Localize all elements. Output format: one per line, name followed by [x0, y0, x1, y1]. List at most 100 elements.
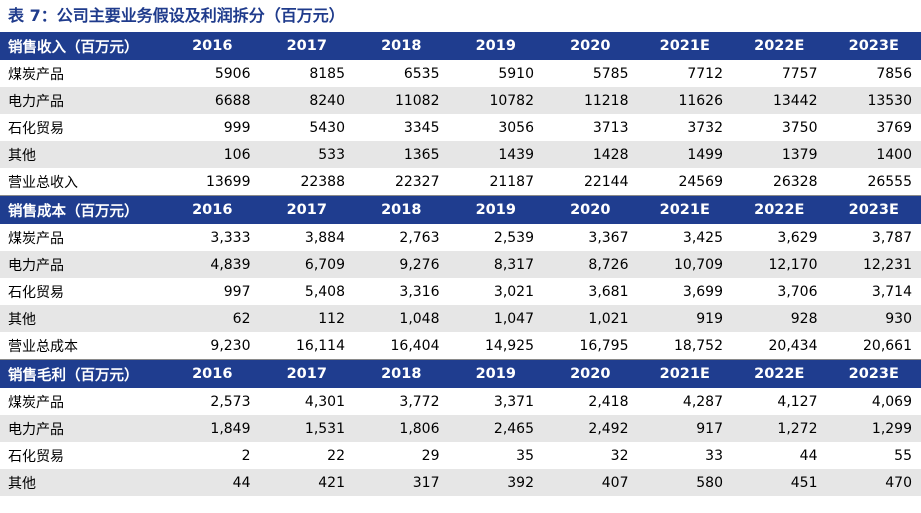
- value-cell: 4,301: [304, 393, 345, 410]
- value-cell: 3769: [876, 119, 912, 136]
- year-header-cell: 2019: [448, 195, 543, 224]
- value-cell: 5906: [214, 65, 251, 82]
- value-cell: 11626: [637, 87, 732, 114]
- value-cell: 2,573: [210, 393, 251, 410]
- year-header-cell: 2017: [259, 32, 354, 60]
- value-cell: 3056: [498, 119, 534, 136]
- value-cell: 1365: [354, 141, 449, 168]
- value-cell: 8240: [259, 87, 354, 114]
- value-cell: 26328: [732, 168, 827, 196]
- value-cell: 18,752: [637, 332, 732, 360]
- value-cell: 5785: [592, 65, 629, 82]
- value-cell: 3,316: [399, 283, 440, 300]
- year-header-cell: 2018: [354, 195, 449, 224]
- value-cell: 9,276: [354, 251, 449, 278]
- value-cell: 5430: [309, 119, 345, 136]
- value-cell: 1,021: [543, 305, 638, 332]
- value-cell: 1,806: [354, 415, 449, 442]
- row-label: 煤炭产品: [8, 230, 64, 247]
- value-cell: 3,699: [682, 283, 723, 300]
- section-header-row: 销售收入（百万元） 2016 2017 2018 2019 2020 2021E 2022E 2…: [0, 32, 921, 60]
- row-label: 煤炭产品: [8, 66, 64, 83]
- value-cell: 1,531: [259, 415, 354, 442]
- year-header-cell: 2022E: [732, 359, 827, 388]
- value-cell: 3,425: [682, 229, 723, 246]
- table-row: 营业总收入 13699 22388 22327 21187 22144 24569 26328…: [0, 168, 921, 196]
- year-header-cell: 2020: [543, 359, 638, 388]
- value-cell: 6535: [403, 65, 440, 82]
- value-cell: 20,661: [826, 332, 921, 360]
- value-cell: 14,925: [448, 332, 543, 360]
- value-cell: 997: [223, 283, 251, 300]
- value-cell: 1,849: [165, 415, 260, 442]
- value-cell: 1,299: [826, 415, 921, 442]
- value-cell: 21187: [448, 168, 543, 196]
- table-row: 电力产品 6688 8240 11082 10782 11218 11626 13442 135…: [0, 87, 921, 114]
- year-header-cell: 2016: [165, 195, 260, 224]
- table-row: 石化贸易 2 22 29 35 32 33 44 55: [0, 442, 921, 469]
- value-cell: 24569: [637, 168, 732, 196]
- year-header-cell: 2019: [448, 359, 543, 388]
- row-label: 其他: [0, 305, 165, 332]
- value-cell: 2,539: [493, 229, 534, 246]
- value-cell: 4,069: [871, 393, 912, 410]
- value-cell: 1,272: [732, 415, 827, 442]
- value-cell: 20,434: [732, 332, 827, 360]
- year-header-cell: 2020: [543, 195, 638, 224]
- value-cell: 392: [448, 469, 543, 496]
- year-header-cell: 2021E: [637, 195, 732, 224]
- table-title: 表 7：公司主要业务假设及利润拆分（百万元）: [8, 6, 345, 25]
- value-cell: 928: [732, 305, 827, 332]
- value-cell: 1,048: [354, 305, 449, 332]
- value-cell: 1400: [826, 141, 921, 168]
- value-cell: 10782: [448, 87, 543, 114]
- section-header-row: 销售成本（百万元） 2016 2017 2018 2019 2020 2021E 2022E 2…: [0, 195, 921, 224]
- value-cell: 2,492: [543, 415, 638, 442]
- value-cell: 62: [165, 305, 260, 332]
- section-header-label: 销售毛利（百万元）: [0, 359, 165, 388]
- value-cell: 407: [543, 469, 638, 496]
- value-cell: 3,787: [871, 229, 912, 246]
- year-header-cell: 2018: [354, 359, 449, 388]
- table-row: 煤炭产品 3,333 3,884 2,763 2,539 3,367 3,425 3,629 3…: [0, 224, 921, 251]
- value-cell: 4,287: [682, 393, 723, 410]
- row-label: 电力产品: [0, 87, 165, 114]
- year-header-cell: 2020: [543, 32, 638, 60]
- table-row: 电力产品 1,849 1,531 1,806 2,465 2,492 917 1,272 1,2…: [0, 415, 921, 442]
- value-cell: 1428: [543, 141, 638, 168]
- year-header-cell: 2016: [165, 32, 260, 60]
- year-header-cell: 2017: [259, 359, 354, 388]
- value-cell: 7856: [876, 65, 912, 82]
- row-label: 其他: [0, 469, 165, 496]
- value-cell: 22: [327, 447, 345, 464]
- table-body: 销售收入（百万元） 2016 2017 2018 2019 2020 2021E 2022E 2…: [0, 32, 921, 496]
- value-cell: 2: [241, 447, 251, 464]
- value-cell: 421: [259, 469, 354, 496]
- value-cell: 3,333: [210, 229, 251, 246]
- value-cell: 2,418: [588, 393, 629, 410]
- value-cell: 8,317: [448, 251, 543, 278]
- value-cell: 9,230: [165, 332, 260, 360]
- value-cell: 6,709: [259, 251, 354, 278]
- value-cell: 4,127: [777, 393, 818, 410]
- value-cell: 33: [705, 447, 723, 464]
- value-cell: 3,021: [493, 283, 534, 300]
- value-cell: 22327: [354, 168, 449, 196]
- value-cell: 999: [223, 119, 251, 136]
- year-header-cell: 2023E: [826, 195, 921, 224]
- value-cell: 3732: [687, 119, 723, 136]
- value-cell: 1,047: [448, 305, 543, 332]
- year-header-cell: 2021E: [637, 359, 732, 388]
- value-cell: 917: [637, 415, 732, 442]
- value-cell: 32: [610, 447, 629, 464]
- value-cell: 3,714: [871, 283, 912, 300]
- value-cell: 8,726: [543, 251, 638, 278]
- value-cell: 3713: [592, 119, 629, 136]
- table-row: 营业总成本 9,230 16,114 16,404 14,925 16,795 18,752…: [0, 332, 921, 360]
- value-cell: 12,231: [826, 251, 921, 278]
- value-cell: 919: [637, 305, 732, 332]
- value-cell: 11082: [354, 87, 449, 114]
- value-cell: 13699: [165, 168, 260, 196]
- year-header-cell: 2019: [448, 32, 543, 60]
- table-row: 石化贸易 997 5,408 3,316 3,021 3,681 3,699 3,706 3,7…: [0, 278, 921, 305]
